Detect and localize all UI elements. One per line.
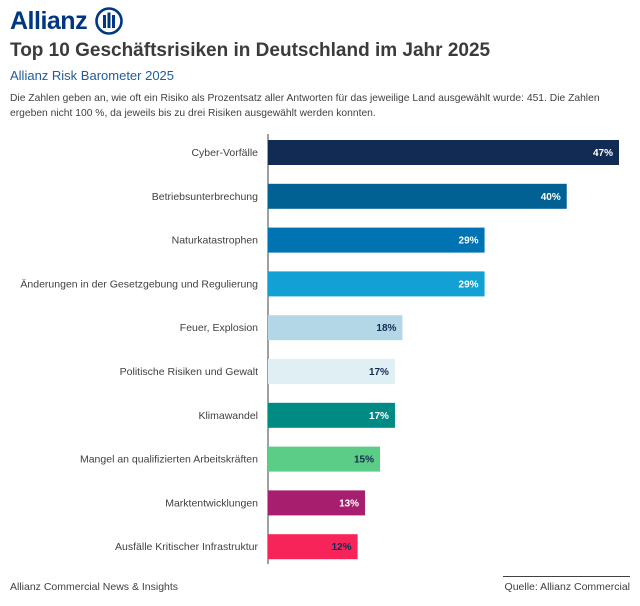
data-label: 47% [593,148,613,159]
allianz-logo: Allianz [10,6,123,36]
category-label: Ausfälle Kritischer Infrastruktur [115,541,258,553]
footer-source-right: Quelle: Allianz Commercial [504,581,630,593]
category-label: Politische Risiken und Gewalt [120,366,258,378]
data-label: 17% [369,367,389,378]
logo-wordmark: Allianz [10,6,88,35]
footer-source-left: Allianz Commercial News & Insights [10,581,179,593]
category-label: Änderungen in der Gesetzgebung und Regul… [20,278,258,290]
bar [268,183,567,209]
data-label: 29% [459,236,479,247]
page-subtitle: Allianz Risk Barometer 2025 [10,68,175,83]
data-label: 17% [369,411,389,422]
data-label: 15% [354,455,374,466]
data-label: 13% [339,498,359,509]
category-label: Betriebsunterbrechung [152,191,258,203]
data-label: 12% [332,542,352,553]
category-label: Klimawandel [198,410,258,422]
bar [268,315,403,341]
data-label: 18% [376,323,396,334]
chart-description: Die Zahlen geben an, wie oft ein Risiko … [10,93,600,119]
bar [268,227,485,253]
data-label: 40% [541,192,561,203]
category-label: Marktentwicklungen [165,497,258,509]
page-title: Top 10 Geschäftsrisiken in Deutschland i… [10,40,491,61]
bar [268,271,485,297]
category-label: Cyber-Vorfälle [191,147,258,159]
category-label: Mangel an qualifizierten Arbeitskräften [80,454,258,466]
allianz-eagle-icon [95,7,123,35]
bar [268,359,395,384]
footer-divider [503,576,630,577]
bar [268,402,395,428]
data-label: 29% [459,279,479,290]
category-label: Feuer, Explosion [180,322,258,334]
category-label: Naturkatastrophen [172,235,259,247]
bar [268,140,619,165]
bar [268,534,358,560]
bar [268,490,366,516]
bar [268,446,381,472]
